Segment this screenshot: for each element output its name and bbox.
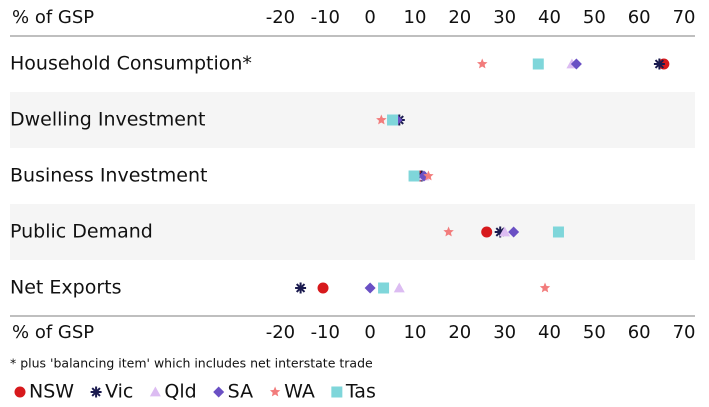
x-tick-label: 20 (448, 7, 471, 28)
x-tick-label: 60 (628, 7, 651, 28)
marker (331, 386, 343, 398)
marker (423, 170, 434, 181)
marker (149, 386, 161, 397)
marker (570, 58, 582, 70)
x-tick-label: -10 (311, 322, 340, 343)
footnote: * plus 'balancing item' which includes n… (10, 356, 373, 371)
marker (539, 282, 551, 293)
x-tick-label: 70 (673, 7, 696, 28)
x-tick-label: 30 (493, 322, 516, 343)
x-tick-label: 40 (538, 7, 561, 28)
x-tick-label: 10 (404, 322, 427, 343)
x-tick-label: 30 (493, 7, 516, 28)
marker (90, 386, 102, 398)
x-axis-label: % of GSP (12, 322, 94, 343)
marker (653, 58, 665, 70)
marker (387, 114, 399, 126)
marker (317, 282, 329, 294)
x-tick-label: 0 (364, 7, 375, 28)
x-tick-label: 10 (404, 7, 427, 28)
legend-label: SA (228, 381, 253, 403)
marker (477, 58, 488, 69)
marker (295, 282, 307, 294)
legend-label: Vic (105, 381, 133, 403)
x-tick-label: -20 (266, 322, 295, 343)
x-tick-label: 50 (583, 322, 606, 343)
x-tick-label: 60 (628, 322, 651, 343)
category-label: Household Consumption* (10, 53, 252, 75)
x-tick-label: 0 (364, 322, 375, 343)
marker (499, 226, 511, 237)
x-tick-label: 20 (448, 322, 471, 343)
marker (269, 386, 281, 397)
row-band (10, 204, 695, 260)
marker (508, 226, 520, 238)
legend-label: WA (284, 381, 315, 403)
x-tick-label: 40 (538, 322, 561, 343)
x-tick-label: 50 (583, 7, 606, 28)
category-label: Net Exports (10, 277, 122, 299)
marker (364, 282, 376, 294)
marker (552, 226, 564, 238)
marker (481, 226, 493, 238)
marker (494, 226, 506, 238)
marker (378, 282, 390, 294)
marker (408, 170, 420, 182)
marker (393, 282, 405, 293)
x-axis-label: % of GSP (12, 7, 94, 28)
legend-label: Tas (345, 381, 376, 403)
x-tick-label: -20 (266, 7, 295, 28)
x-tick-label: 70 (673, 322, 696, 343)
category-label: Business Investment (10, 165, 207, 187)
marker (14, 386, 26, 398)
x-tick-label: -10 (311, 7, 340, 28)
marker (532, 58, 544, 70)
row-band (10, 92, 695, 148)
category-label: Public Demand (10, 221, 153, 243)
marker (443, 226, 454, 237)
legend-label: Qld (164, 381, 196, 403)
category-label: Dwelling Investment (10, 109, 205, 131)
legend-label: NSW (29, 381, 74, 403)
marker (213, 386, 225, 398)
marker (376, 114, 387, 125)
